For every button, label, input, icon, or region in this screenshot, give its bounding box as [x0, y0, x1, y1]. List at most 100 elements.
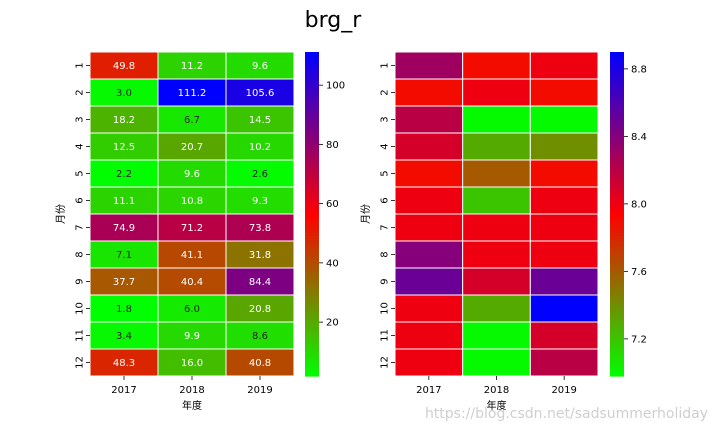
colorbar-segment: [610, 249, 624, 253]
colorbar-segment: [610, 151, 624, 156]
colorbar-segment: [305, 219, 319, 223]
colorbar-segment: [305, 87, 319, 91]
colorbar-segment: [305, 184, 319, 188]
cell-value-label: 18.2: [113, 115, 135, 126]
colorbar-segment: [610, 87, 624, 91]
colorbar-segment: [305, 124, 319, 129]
colorbar-segment: [305, 254, 319, 258]
colorbar-segment: [305, 173, 319, 177]
cell-value-label: 8.6: [252, 331, 268, 342]
colorbar-segment: [305, 357, 319, 361]
colorbar-segment: [610, 322, 624, 326]
colorbar-segment: [610, 254, 624, 258]
colorbar-segment: [610, 52, 624, 56]
y-tick-label: 5: [75, 170, 86, 176]
colorbar-segment: [305, 214, 319, 218]
colorbar-segment: [305, 265, 319, 269]
cell-value-label: 9.9: [184, 331, 200, 342]
heatmap-cell: [529, 267, 599, 296]
colorbar-segment: [305, 197, 319, 202]
colorbar-segment: [610, 373, 624, 377]
cell-value-label: 40.4: [181, 277, 203, 288]
cell-value-label: 49.8: [113, 61, 135, 72]
colorbar-tick-label: 7.6: [631, 267, 647, 278]
cell-value-label: 12.5: [113, 142, 135, 153]
colorbar-segment: [305, 146, 319, 150]
colorbar-segment: [305, 365, 319, 369]
heatmap-cell: [529, 51, 599, 80]
y-tick-label: 7: [75, 224, 86, 230]
colorbar-segment: [610, 295, 624, 299]
cell-value-label: 3.4: [116, 331, 132, 342]
cell-value-label: 48.3: [113, 358, 135, 369]
colorbar-segment: [610, 297, 624, 301]
colorbar-segment: [305, 354, 319, 358]
colorbar-segment: [305, 278, 319, 283]
colorbar-segment: [610, 219, 624, 223]
colorbar-segment: [610, 54, 624, 58]
heatmap-cell: [225, 240, 295, 269]
colorbar-segment: [610, 70, 624, 75]
cell-value-label: 16.0: [181, 358, 203, 369]
heatmap-cell: [394, 294, 464, 323]
heatmap-cell: [394, 321, 464, 350]
heatmap-cell: [394, 132, 464, 161]
colorbar-segment: [610, 84, 624, 88]
colorbar-segment: [610, 273, 624, 277]
heatmap-cell: [89, 240, 159, 269]
colorbar-segment: [305, 119, 319, 123]
x-tick-label: 2018: [484, 385, 509, 396]
colorbar-segment: [305, 270, 319, 274]
cell-value-label: 20.7: [181, 142, 203, 153]
heatmap-cell: [157, 159, 227, 188]
colorbar-segment: [305, 187, 319, 191]
colorbar-segment: [610, 76, 624, 80]
colorbar-segment: [610, 141, 624, 145]
colorbar-segment: [305, 162, 319, 166]
heatmap-cell: [462, 213, 531, 242]
colorbar-segment: [610, 313, 624, 318]
colorbar-segment: [610, 116, 624, 121]
colorbar-segment: [305, 111, 319, 115]
colorbar-segment: [305, 165, 319, 169]
colorbar-segment: [610, 165, 624, 169]
colorbar-segment: [305, 257, 319, 261]
colorbar-segment: [610, 227, 624, 231]
colorbar-segment: [610, 311, 624, 315]
y-axis-label: 月份: [55, 204, 67, 224]
heatmap-cell: [225, 78, 295, 107]
colorbar-segment: [305, 259, 319, 264]
colorbar-segment: [610, 359, 624, 364]
heatmap-cell: [529, 105, 599, 134]
colorbar-segment: [610, 211, 624, 215]
colorbar-segment: [305, 367, 319, 372]
colorbar-segment: [610, 108, 624, 112]
y-tick-label: 6: [75, 197, 86, 203]
colorbar-segment: [305, 268, 319, 272]
colorbar-segment: [610, 162, 624, 166]
heatmap-cell: [529, 186, 599, 215]
cell-value-label: 11.2: [181, 61, 203, 72]
colorbar-segment: [610, 57, 624, 61]
colorbar-segment: [305, 238, 319, 242]
colorbar-segment: [610, 127, 624, 131]
colorbar-segment: [610, 197, 624, 202]
heatmap-cell: [529, 213, 599, 242]
heatmap-cell: [225, 294, 295, 323]
colorbar-segment: [305, 138, 319, 142]
colorbar-segment: [610, 303, 624, 307]
colorbar-segment: [305, 208, 319, 212]
colorbar-segment: [610, 292, 624, 296]
colorbar-segment: [305, 81, 319, 85]
colorbar-segment: [305, 332, 319, 337]
colorbar-segment: [305, 70, 319, 75]
colorbar-segment: [610, 224, 624, 229]
y-tick-label: 11: [380, 329, 391, 342]
y-tick-label: 11: [75, 329, 86, 342]
cell-value-label: 9.6: [252, 61, 268, 72]
colorbar-segment: [305, 195, 319, 199]
colorbar-segment: [610, 143, 624, 148]
colorbar-segment: [305, 130, 319, 134]
colorbar-segment: [610, 214, 624, 218]
colorbar-segment: [610, 238, 624, 242]
